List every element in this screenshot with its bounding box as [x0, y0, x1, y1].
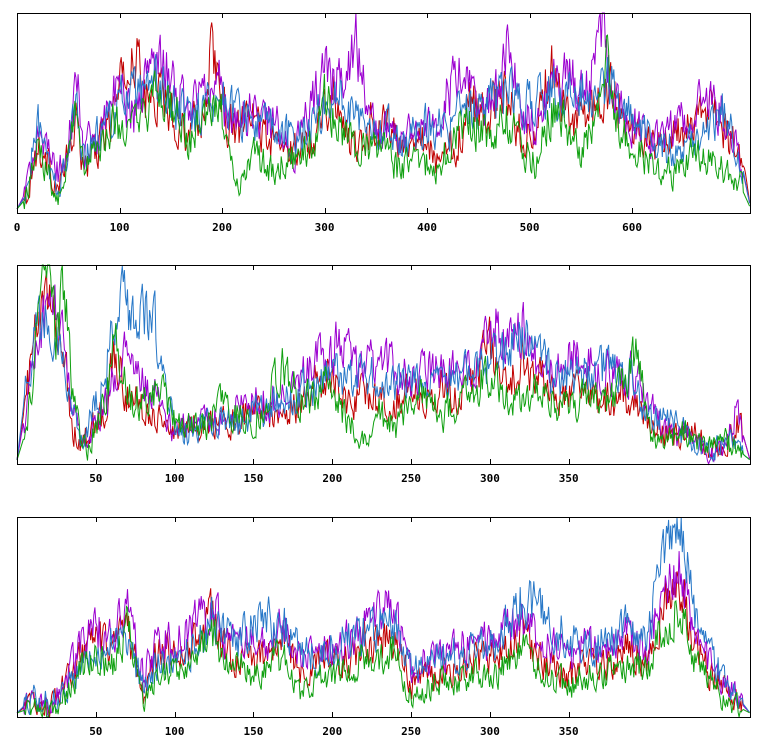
- chart3-tick-label-250: 250: [401, 725, 421, 738]
- chart2-series-line-2: [16, 284, 751, 466]
- chart3-series-line-4: [16, 599, 750, 719]
- chart2-tick-label-50: 50: [89, 472, 102, 485]
- chart3-series-line-2: [16, 551, 750, 718]
- chart1-tick-label-300: 300: [315, 221, 335, 234]
- chart-panel-3: 50 100 150 200 250 300 350: [16, 516, 751, 738]
- chart1-tick-label-500: 500: [520, 221, 540, 234]
- chart1-series-line-3: [16, 54, 751, 210]
- chart2-tick-label-100: 100: [165, 472, 185, 485]
- chart2-tick-label-150: 150: [244, 472, 264, 485]
- chart2-plot-frame: [17, 265, 751, 465]
- chart1-tick-label-200: 200: [212, 221, 232, 234]
- chart1-tick-label-100: 100: [110, 221, 130, 234]
- chart1-plot-frame: [17, 13, 751, 214]
- chart3-series-line-3: [16, 516, 751, 715]
- chart2-series-line-3: [16, 265, 750, 463]
- chart2-tick-label-300: 300: [480, 472, 500, 485]
- chart3-plot-frame: [17, 517, 751, 718]
- chart2-series-line-4: [16, 264, 750, 461]
- chart1-tick-label-0: 0: [14, 221, 21, 234]
- chart1-series-line-4: [16, 34, 751, 210]
- chart2-tick-label-250: 250: [401, 472, 421, 485]
- chart3-tick-label-50: 50: [89, 725, 102, 738]
- chart1-tick-label-400: 400: [417, 221, 437, 234]
- chart3-tick-label-350: 350: [559, 725, 579, 738]
- chart3-tick-label-300: 300: [480, 725, 500, 738]
- chart3-tick-label-200: 200: [322, 725, 342, 738]
- chart2-tick-label-200: 200: [322, 472, 342, 485]
- chart-panel-2: 50 100 150 200 250 300 350: [16, 264, 751, 485]
- chart1-series-line-2: [16, 12, 751, 210]
- chart3-tick-label-150: 150: [244, 725, 264, 738]
- chart2-tick-label-350: 350: [559, 472, 579, 485]
- chart1-tick-label-600: 600: [622, 221, 642, 234]
- chart3-tick-label-100: 100: [165, 725, 185, 738]
- chart-panel-1: 0 100 200 300 400 500 600: [14, 12, 751, 234]
